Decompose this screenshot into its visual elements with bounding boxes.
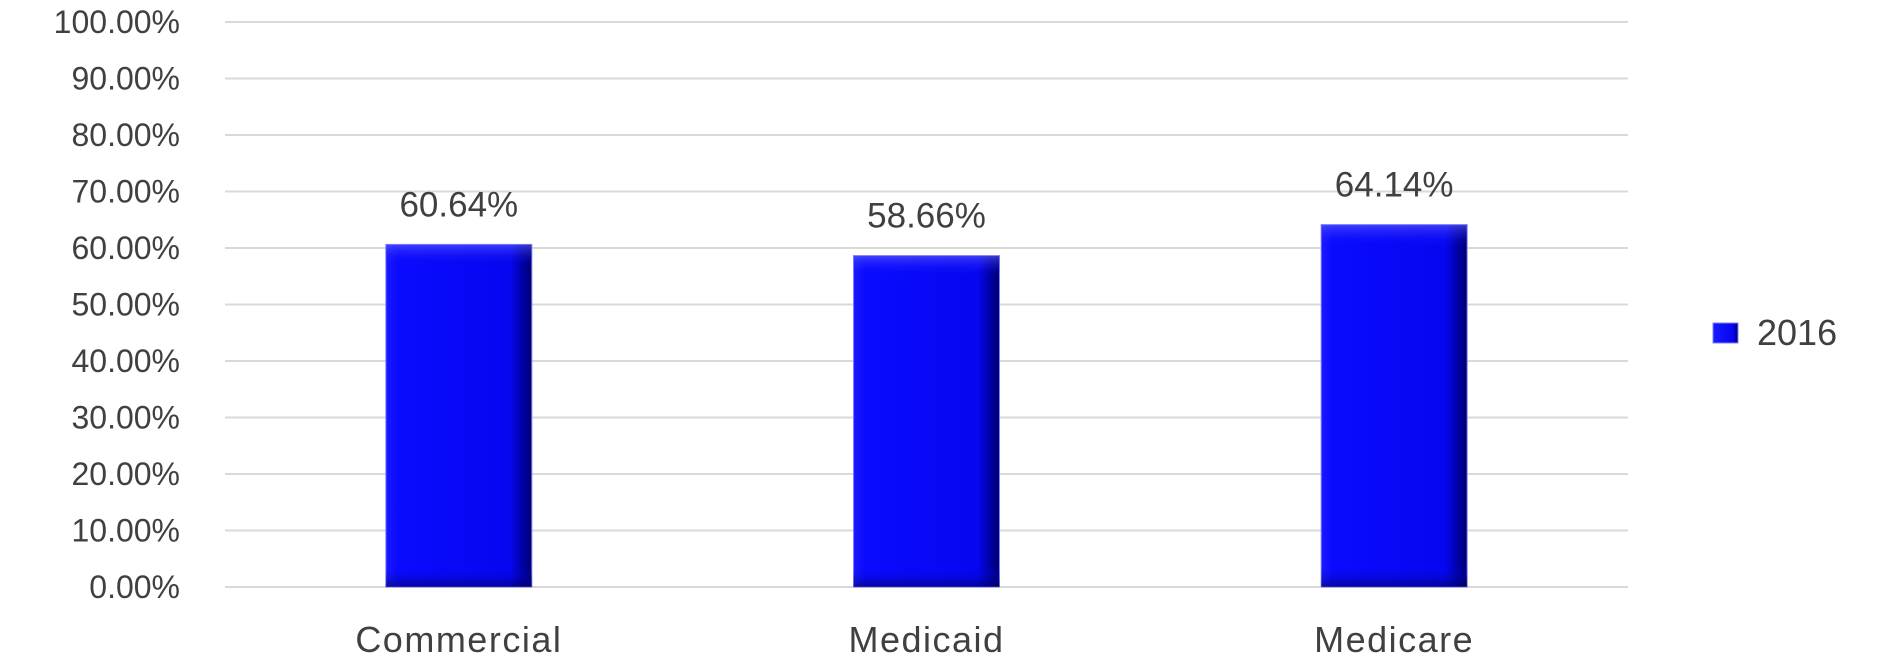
- y-tick-label: 30.00%: [71, 400, 180, 436]
- x-tick-label: Commercial: [355, 619, 562, 660]
- bar-shading: [853, 255, 1000, 588]
- y-tick-label: 10.00%: [71, 513, 180, 549]
- y-axis-ticks: 0.00% 10.00% 20.00% 30.00% 40.00% 50.00% 60.00…: [54, 4, 180, 605]
- y-tick-label: 90.00%: [71, 61, 180, 97]
- data-label: 60.64%: [399, 185, 518, 224]
- data-label: 58.66%: [867, 197, 986, 236]
- y-tick-label: 40.00%: [71, 343, 180, 379]
- y-tick-label: 60.00%: [71, 230, 180, 266]
- bar-shading: [1321, 224, 1468, 587]
- legend: 2016: [1712, 312, 1837, 353]
- data-labels: 60.64% 58.66% 64.14%: [399, 166, 1453, 236]
- y-tick-label: 80.00%: [71, 117, 180, 153]
- y-tick-label: 50.00%: [71, 287, 180, 323]
- bar-shading: [385, 244, 532, 587]
- y-tick-label: 70.00%: [71, 174, 180, 210]
- legend-swatch: [1712, 322, 1739, 344]
- data-label: 64.14%: [1335, 166, 1454, 205]
- x-tick-label: Medicare: [1314, 619, 1474, 660]
- bars: [385, 224, 1468, 588]
- x-tick-label: Medicaid: [848, 619, 1004, 660]
- y-tick-label: 100.00%: [54, 4, 180, 40]
- y-tick-label: 20.00%: [71, 456, 180, 492]
- legend-label: 2016: [1757, 312, 1837, 353]
- y-tick-label: 0.00%: [89, 569, 180, 605]
- x-axis-ticks: Commercial Medicaid Medicare: [355, 619, 1474, 660]
